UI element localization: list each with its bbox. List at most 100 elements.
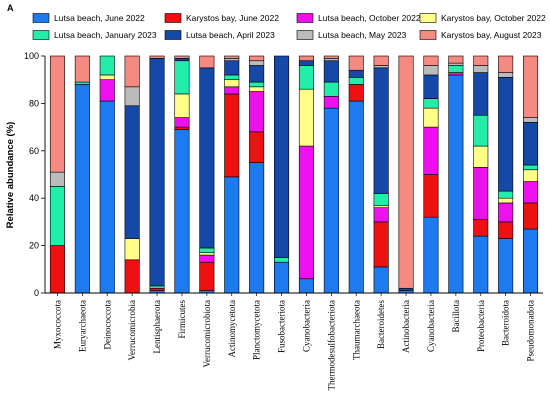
bar-segment (323, 58, 339, 62)
bar-segment (199, 254, 215, 263)
legend-item: Karystos bay, June 2022 (164, 13, 279, 23)
bar-segment (448, 65, 464, 73)
bar-segment (523, 117, 539, 123)
bar-segment (348, 100, 364, 294)
legend-swatch (164, 13, 182, 23)
bar-segment (498, 202, 514, 223)
bar-segment (473, 65, 489, 73)
y-tick-label: 100 (24, 51, 39, 61)
bar-segment (473, 167, 489, 220)
bar-segment (224, 176, 240, 294)
legend-swatch (419, 30, 437, 40)
bar-segment (199, 252, 215, 256)
x-category-label: Pseudomonadota (526, 300, 536, 362)
x-category-label: Planctomycetota (252, 300, 262, 360)
bar-segment (174, 129, 190, 294)
x-category-label: Thermodesulfobacteriota (326, 300, 336, 390)
panel-label: A (7, 3, 14, 13)
bar-segment (348, 77, 364, 85)
legend-item: Karystos bay, October 2022 (419, 13, 546, 23)
legend-label: Karystos bay, August 2023 (441, 30, 542, 40)
bar-segment (348, 55, 364, 71)
bar-segment (249, 131, 265, 163)
legend-swatch (32, 30, 50, 40)
legend-item: Lutsa beach, May 2023 (296, 30, 407, 40)
legend-item: Lutsa beach, October 2022 (296, 13, 421, 23)
bar-segment (274, 261, 290, 294)
y-tick-label: 20 (29, 241, 39, 251)
legend-label: Lutsa beach, April 2023 (186, 30, 275, 40)
bar-segment (298, 145, 314, 280)
x-category-label: Fusobacteriota (277, 300, 287, 353)
bar-segment (99, 100, 115, 294)
legend-label: Lutsa beach, May 2023 (318, 30, 407, 40)
bar-segment (249, 60, 265, 66)
x-category-label: Verrucomicrobia (127, 300, 137, 360)
bar-segment (174, 55, 190, 59)
bar-segment (523, 169, 539, 182)
x-categories: Myxococcota Euryarchaeota Deinococcota Verr… (52, 293, 536, 390)
bar-segment (473, 114, 489, 147)
bar-segment (423, 55, 439, 66)
bar-segment (423, 74, 439, 99)
bar-segment (448, 74, 464, 294)
bar-segment (199, 247, 215, 254)
bar-segment (74, 81, 90, 85)
bar-segment (298, 55, 314, 62)
x-category-label: Bacteroidota (501, 300, 511, 346)
bar-segment (323, 55, 339, 59)
bar-segment (523, 181, 539, 204)
bar-segment (249, 81, 265, 88)
x-category-label: Deinococcota (102, 300, 112, 349)
legend-swatch (296, 13, 314, 23)
bar-segment (523, 122, 539, 166)
x-category-label: Euryarchaeota (77, 300, 87, 352)
bar-segment (249, 162, 265, 294)
bar-segment (523, 164, 539, 171)
x-category-label: Myxococcota (52, 300, 62, 349)
bar-segment (423, 107, 439, 128)
bar-segment (174, 60, 190, 95)
x-category-label: Actinomycetota (227, 300, 237, 357)
x-category-label: Verrucomicrobiota (202, 300, 212, 367)
bar-segment (498, 72, 514, 78)
legend-item: Karystos bay, August 2023 (419, 30, 542, 40)
bar-segment (249, 55, 265, 62)
bar-segment (74, 55, 90, 83)
x-category-label: Thaumarchaeota (351, 300, 361, 360)
bar-segment (423, 98, 439, 109)
bar-segment (274, 257, 290, 263)
x-category-label: Bacteroidetes (376, 300, 386, 349)
bar-segment (423, 65, 439, 76)
bar-segment (199, 261, 215, 291)
y-ticks: 0 20 40 60 80 100 (24, 51, 45, 298)
bar-segment (224, 86, 240, 95)
y-tick-label: 60 (29, 146, 39, 156)
bar-segment (224, 60, 240, 76)
bar-segment (149, 58, 165, 287)
bar-segment (298, 60, 314, 66)
bar-segment (498, 55, 514, 73)
bar-segment (224, 58, 240, 62)
legend-label: Karystos bay, October 2022 (441, 13, 546, 23)
bar-segment (149, 285, 165, 289)
bar-segment (99, 55, 115, 76)
y-axis-label: Relative abundance (%) (5, 122, 16, 229)
bar-segment (473, 145, 489, 168)
bar-segment (124, 55, 140, 88)
bar-segment (49, 55, 65, 173)
bar-segment (249, 91, 265, 133)
bar-segment (373, 205, 389, 208)
bar-segment (348, 69, 364, 78)
bar-segment (74, 84, 90, 294)
bar-segment (323, 107, 339, 294)
legend-swatch (32, 13, 50, 23)
bar-segment (473, 72, 489, 116)
y-tick-label: 40 (29, 193, 39, 203)
bar-segment (274, 55, 290, 258)
bar-segment (373, 55, 389, 66)
legend-item: Lutsa beach, April 2023 (164, 30, 275, 40)
bar-segment (373, 67, 389, 194)
bar-segment (298, 65, 314, 90)
bar-segment (423, 126, 439, 175)
